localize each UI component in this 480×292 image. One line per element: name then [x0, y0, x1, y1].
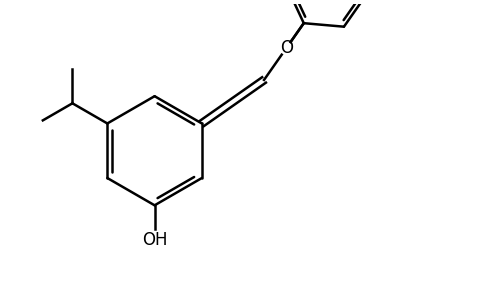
- Text: O: O: [280, 39, 293, 57]
- Text: OH: OH: [142, 231, 168, 249]
